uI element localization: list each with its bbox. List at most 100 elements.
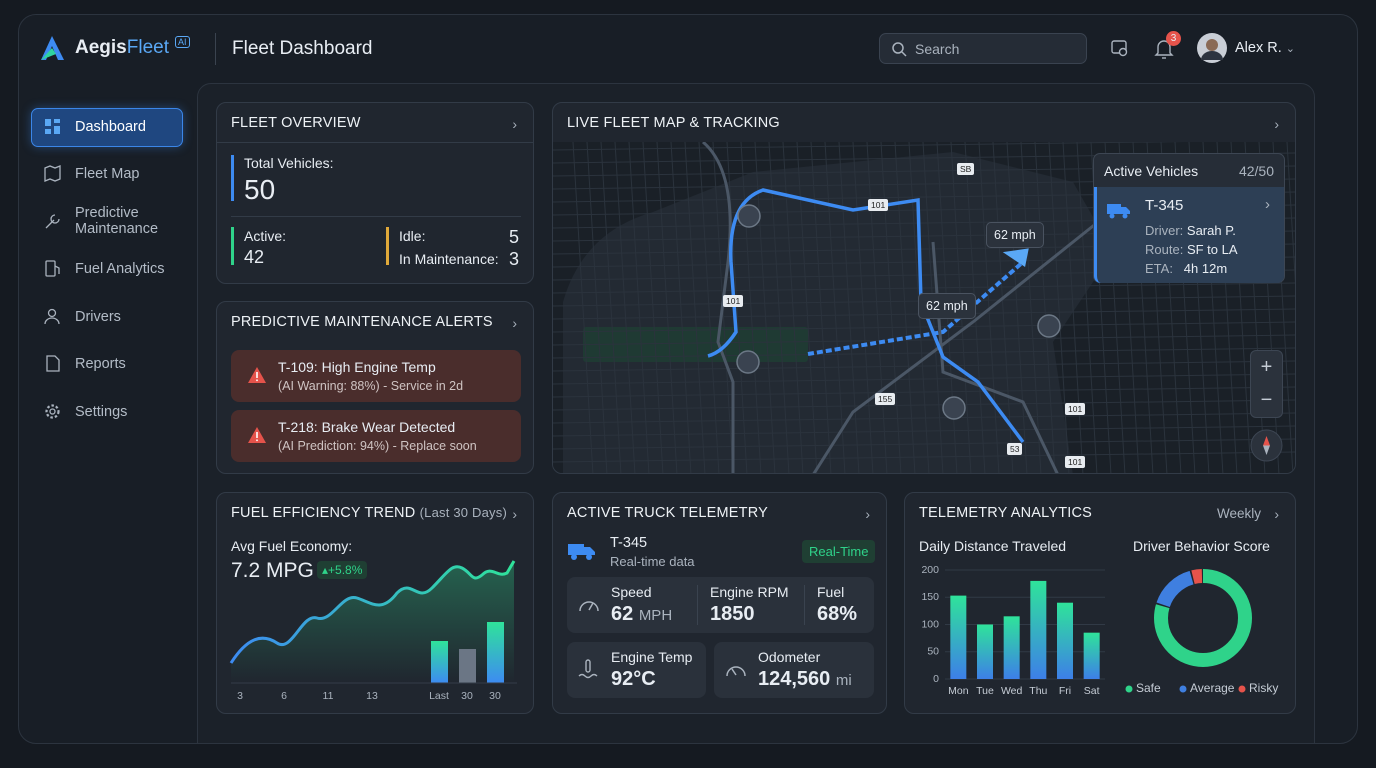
- nav-item[interactable]: Settings: [44, 403, 127, 420]
- alerts-card: PREDICTIVE MAINTENANCE ALERTS › T-109: Hi…: [216, 301, 534, 474]
- street: [684, 142, 706, 473]
- street: [1034, 142, 1056, 473]
- nav-icon: [44, 165, 61, 182]
- vehicle-row[interactable]: T-345 › Driver: Sarah P. Route: SF to LA…: [1094, 187, 1284, 283]
- nav-label: Drivers: [75, 308, 121, 325]
- truck-icon: [568, 544, 595, 560]
- alert-detail: (AI Prediction: 94%) - Replace soon: [278, 439, 477, 453]
- nav-icon: [44, 308, 60, 325]
- value: 42: [244, 247, 265, 267]
- street: [600, 142, 622, 473]
- chevron[interactable]: ›: [512, 506, 517, 522]
- fuel-chart: 3 6 11 13 Last 30 30: [229, 560, 517, 702]
- value: 50: [244, 174, 276, 205]
- metric-value: 1850: [710, 603, 755, 625]
- metric-value: 92°C: [611, 668, 656, 690]
- chevron: ›: [1265, 196, 1270, 213]
- search-box[interactable]: Search: [879, 33, 1087, 64]
- nav-item[interactable]: Fleet Map: [44, 165, 139, 182]
- accent-bar: [231, 155, 234, 201]
- card-title: FUEL EFFICIENCY TREND (Last 30 Days): [231, 505, 507, 521]
- street: [992, 142, 1014, 473]
- x-label: 30: [461, 690, 473, 702]
- street: [614, 142, 636, 473]
- detail-value: SF to LA: [1186, 242, 1238, 257]
- street: [698, 142, 720, 473]
- street: [838, 142, 860, 473]
- legend-label: Average: [1190, 681, 1235, 695]
- nav-item[interactable]: Fuel Analytics: [44, 260, 164, 277]
- user-name: Alex R.: [1235, 40, 1282, 56]
- bar: [977, 624, 993, 679]
- title-text: FUEL EFFICIENCY TREND: [231, 505, 416, 521]
- chevron[interactable]: ›: [1274, 506, 1279, 522]
- period-selector[interactable]: Weekly: [1216, 506, 1261, 521]
- brand-badge: AI: [175, 36, 190, 48]
- legend-label: Safe: [1136, 681, 1161, 695]
- zoom-controls[interactable]: + −: [1250, 350, 1283, 418]
- panel-count: 42/50: [1238, 163, 1274, 179]
- label: Idle:: [399, 228, 426, 244]
- label: In Maintenance:: [399, 251, 499, 267]
- street: [553, 282, 1295, 294]
- accent-bar: [231, 227, 234, 265]
- avatar[interactable]: [1197, 33, 1227, 63]
- alert-item[interactable]: T-109: High Engine Temp (AI Warning: 88%…: [231, 350, 521, 402]
- messages-icon[interactable]: [1110, 39, 1130, 59]
- street: [553, 360, 1295, 372]
- odometer-box: Odometer 124,560 mi: [714, 642, 874, 698]
- alert-title: T-218: Brake Wear Detected: [278, 419, 456, 435]
- nav-label: Fuel Analytics: [75, 260, 165, 277]
- nav-item[interactable]: Dashboard: [44, 118, 146, 135]
- divider: [231, 216, 521, 217]
- card-title: PREDICTIVE MAINTENANCE ALERTS: [231, 314, 493, 330]
- chevron[interactable]: ›: [865, 506, 870, 522]
- street: [1006, 142, 1028, 473]
- card-title: ACTIVE TRUCK TELEMETRY: [567, 505, 768, 521]
- search-icon: [892, 42, 907, 57]
- street: [553, 386, 1295, 398]
- road-label: 101: [868, 199, 889, 211]
- detail-label: ETA:: [1145, 261, 1173, 276]
- road-label: SB: [957, 163, 975, 175]
- analytics-card: TELEMETRY ANALYTICS Weekly › Daily Distan…: [904, 492, 1296, 714]
- alert-item[interactable]: T-218: Brake Wear Detected (AI Predictio…: [231, 410, 521, 462]
- label: Active:: [244, 228, 287, 244]
- road-label: 101: [1065, 403, 1086, 415]
- user-menu[interactable]: Alex R. ⌄: [1235, 40, 1295, 56]
- bar: [1083, 632, 1100, 679]
- street: [628, 142, 650, 473]
- metric-value: 68%: [817, 603, 858, 625]
- notification-badge: 3: [1166, 31, 1181, 46]
- road-label: 155: [875, 393, 896, 405]
- street: [1048, 142, 1070, 473]
- warning-icon: [248, 367, 266, 383]
- metric-label: Speed: [611, 584, 652, 600]
- divider: [697, 585, 698, 625]
- street: [553, 425, 1295, 437]
- street: [740, 142, 762, 473]
- vehicle-details: Driver: Sarah P. Route: SF to LA ETA: 4h…: [1145, 221, 1238, 278]
- odometer-icon: [726, 666, 746, 677]
- chevron[interactable]: ›: [1274, 116, 1279, 132]
- street: [553, 438, 1295, 450]
- temp-icon: [578, 659, 598, 679]
- compass[interactable]: [1250, 429, 1283, 462]
- nav-label: Reports: [75, 355, 126, 372]
- nav-icon: [45, 119, 60, 134]
- nav-item[interactable]: Drivers: [44, 308, 121, 325]
- nav-item[interactable]: Reports: [44, 355, 126, 372]
- map-card: LIVE FLEET MAP & TRACKING › 62 mph 62 mph…: [552, 102, 1296, 474]
- value: 62: [611, 603, 634, 625]
- card-title: FLEET OVERVIEW: [231, 115, 361, 131]
- x-label: 30: [489, 690, 501, 702]
- chevron[interactable]: ›: [512, 315, 517, 331]
- nav-icon: [45, 404, 60, 419]
- street: [553, 451, 1295, 463]
- x-tick-label: Mon: [948, 685, 969, 697]
- chevron[interactable]: ›: [512, 116, 517, 132]
- nav-item[interactable]: Predictive Maintenance: [44, 205, 184, 237]
- street: [553, 334, 1295, 346]
- fleet-overview-card: FLEET OVERVIEW › Total Vehicles: 50 Activ…: [216, 102, 534, 284]
- divider: [217, 142, 533, 143]
